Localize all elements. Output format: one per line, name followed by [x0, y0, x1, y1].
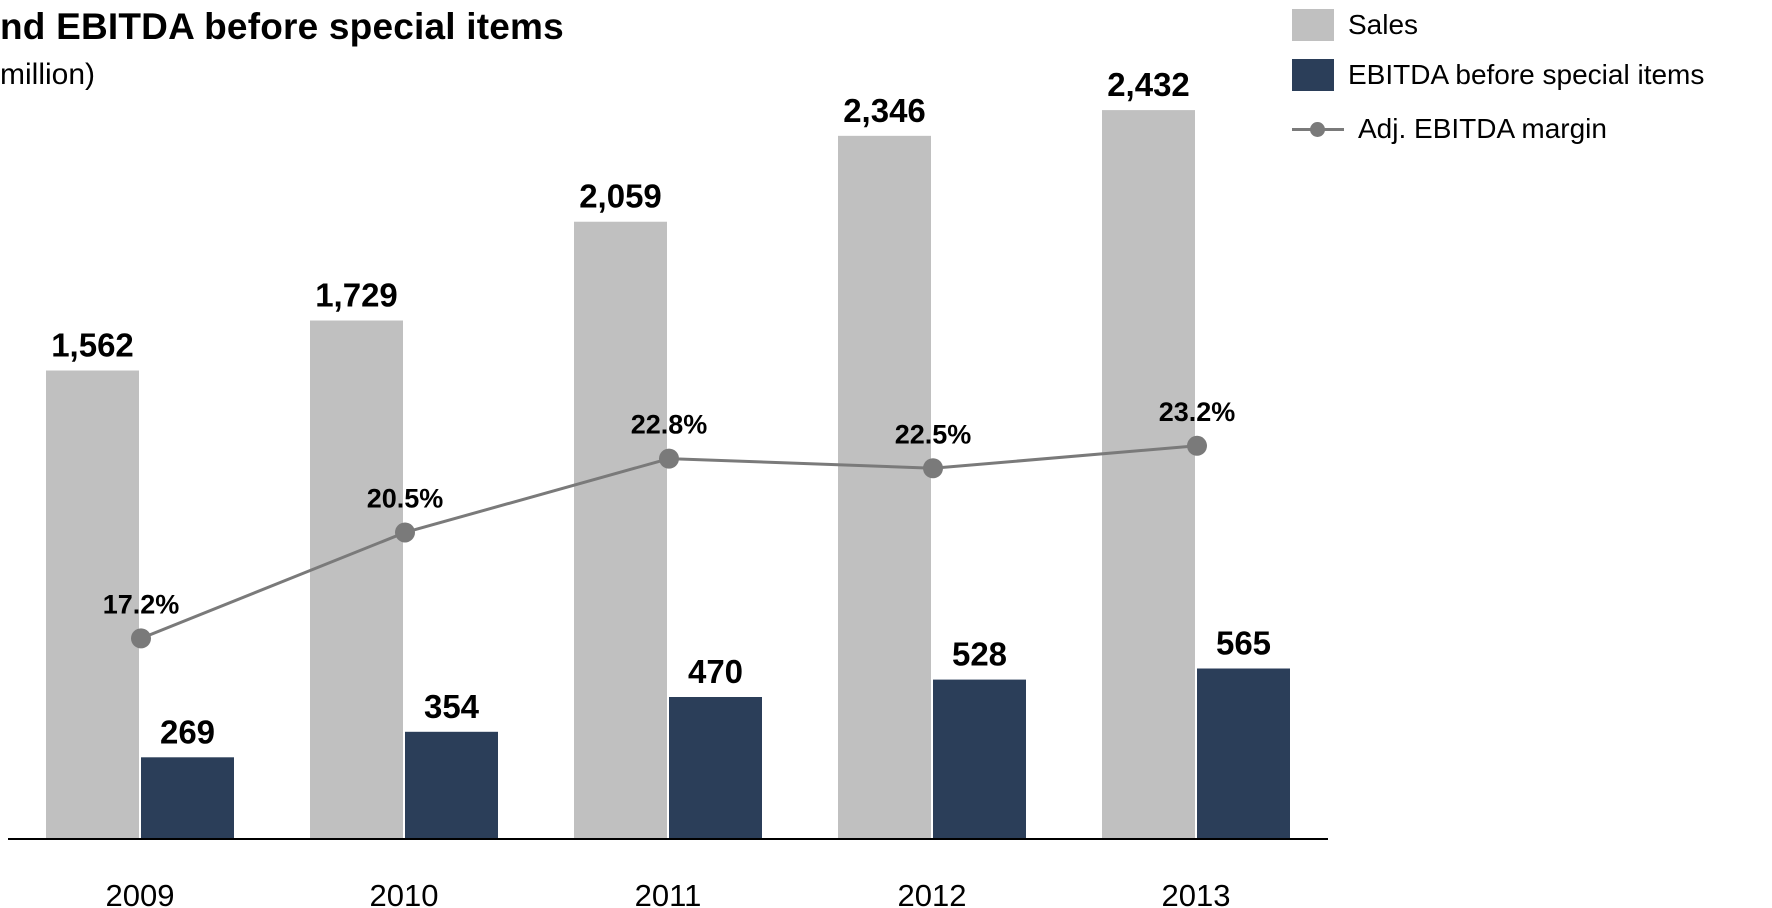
chart-subtitle: million) [0, 58, 96, 91]
ebitda-bar [405, 731, 498, 838]
sales-value-label: 2,432 [1107, 66, 1190, 103]
legend-swatch-sales [1292, 9, 1334, 41]
margin-value-label: 23.2% [1159, 397, 1236, 427]
margin-value-label: 22.8% [631, 410, 708, 440]
ebitda-bar [141, 757, 234, 838]
ebitda-value-label: 565 [1216, 625, 1271, 662]
margin-line [140, 444, 1198, 640]
sales-bar [838, 135, 931, 839]
margin-point [659, 448, 679, 469]
legend-swatch-margin [1292, 113, 1344, 145]
legend-item-sales: Sales [1292, 8, 1418, 42]
bar-line-chart: 1,562 269 2009 1,729 354 2010 2,059 470 2011 2,34… [8, 66, 1328, 908]
sales-value-label: 1,729 [315, 277, 398, 314]
ebitda-value-label: 528 [952, 636, 1007, 673]
sales-bar [574, 221, 667, 838]
ebitda-bar [1197, 668, 1290, 838]
x-tick-label: 2012 [898, 878, 967, 908]
x-tick-label: 2013 [1162, 878, 1231, 908]
sales-value-label: 1,562 [51, 326, 134, 363]
legend-label-sales: Sales [1348, 9, 1419, 40]
x-tick-label: 2010 [370, 878, 439, 908]
sales-bar [310, 320, 403, 838]
margin-value-label: 17.2% [103, 589, 180, 619]
sales-bar [46, 370, 139, 838]
margin-point [395, 522, 415, 543]
margin-point [131, 628, 151, 649]
sales-value-label: 2,346 [843, 92, 926, 129]
legend-label-margin: Adj. EBITDA margin [1358, 113, 1607, 144]
chart-title: nd EBITDA before special items [0, 6, 564, 47]
ebitda-value-label: 354 [424, 688, 480, 725]
legend-item-margin: Adj. EBITDA margin [1292, 112, 1607, 146]
x-tick-label: 2011 [635, 878, 702, 908]
legend-item-ebitda: EBITDA before special items [1292, 58, 1704, 92]
ebitda-bar [669, 697, 762, 838]
ebitda-bar [933, 679, 1026, 838]
margin-point [923, 458, 943, 479]
margin-value-label: 22.5% [895, 419, 972, 449]
x-tick-label: 2009 [106, 878, 175, 908]
ebitda-value-label: 470 [688, 653, 743, 690]
margin-value-label: 20.5% [367, 483, 444, 513]
legend-label-ebitda: EBITDA before special items [1348, 59, 1705, 90]
margin-point [1187, 435, 1207, 456]
ebitda-value-label: 269 [160, 713, 215, 750]
sales-value-label: 2,059 [579, 178, 662, 215]
sales-bar [1102, 110, 1195, 838]
legend-swatch-ebitda [1292, 59, 1334, 91]
